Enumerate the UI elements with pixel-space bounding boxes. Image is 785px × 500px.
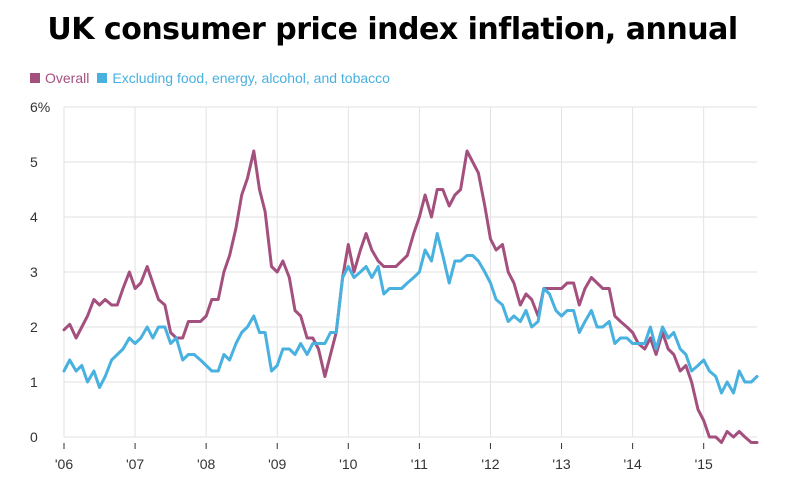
x-tick-label-9: '15 (695, 456, 713, 472)
y-tick-label-1: 5 (30, 154, 38, 170)
x-tick-label-0: '06 (55, 456, 73, 472)
legend-label-core: Excluding food, energy, alcohol, and tob… (112, 70, 390, 86)
legend-label-overall: Overall (45, 70, 90, 86)
x-tick-label-1: '07 (126, 456, 144, 472)
y-tick-label-4: 2 (30, 319, 38, 335)
legend: Overall Excluding food, energy, alcohol,… (30, 70, 398, 86)
x-tick-label-7: '13 (552, 456, 570, 472)
x-tick-label-3: '09 (268, 456, 286, 472)
legend-item-core: Excluding food, energy, alcohol, and tob… (97, 70, 390, 86)
y-tick-label-0: 6% (30, 99, 50, 115)
legend-item-overall: Overall (30, 70, 89, 86)
y-tick-label-5: 1 (30, 374, 38, 390)
series-lines (62, 149, 759, 444)
y-axis: 6% 5 4 3 2 1 0 (30, 99, 50, 445)
legend-swatch-core (97, 73, 108, 83)
y-tick-label-6: 0 (30, 429, 38, 445)
legend-swatch-overall (30, 73, 40, 83)
x-axis: '06 '07 '08 '09 '10 '11 '12 '13 '14 '15 (55, 443, 713, 472)
series-line-overall (62, 149, 759, 444)
x-tick-label-2: '08 (197, 456, 215, 472)
y-tick-label-2: 4 (30, 209, 38, 225)
x-tick-label-5: '11 (411, 456, 428, 472)
series-line-core (62, 232, 759, 395)
x-tick-label-6: '12 (481, 456, 499, 472)
chart-title: UK consumer price index inflation, annua… (47, 12, 738, 47)
x-tick-label-4: '10 (339, 456, 357, 472)
x-tick-label-8: '14 (623, 456, 641, 472)
y-tick-label-3: 3 (30, 264, 38, 280)
grid (63, 106, 757, 438)
